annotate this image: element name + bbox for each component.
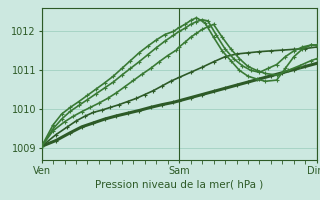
X-axis label: Pression niveau de la mer( hPa ): Pression niveau de la mer( hPa ): [95, 180, 263, 190]
